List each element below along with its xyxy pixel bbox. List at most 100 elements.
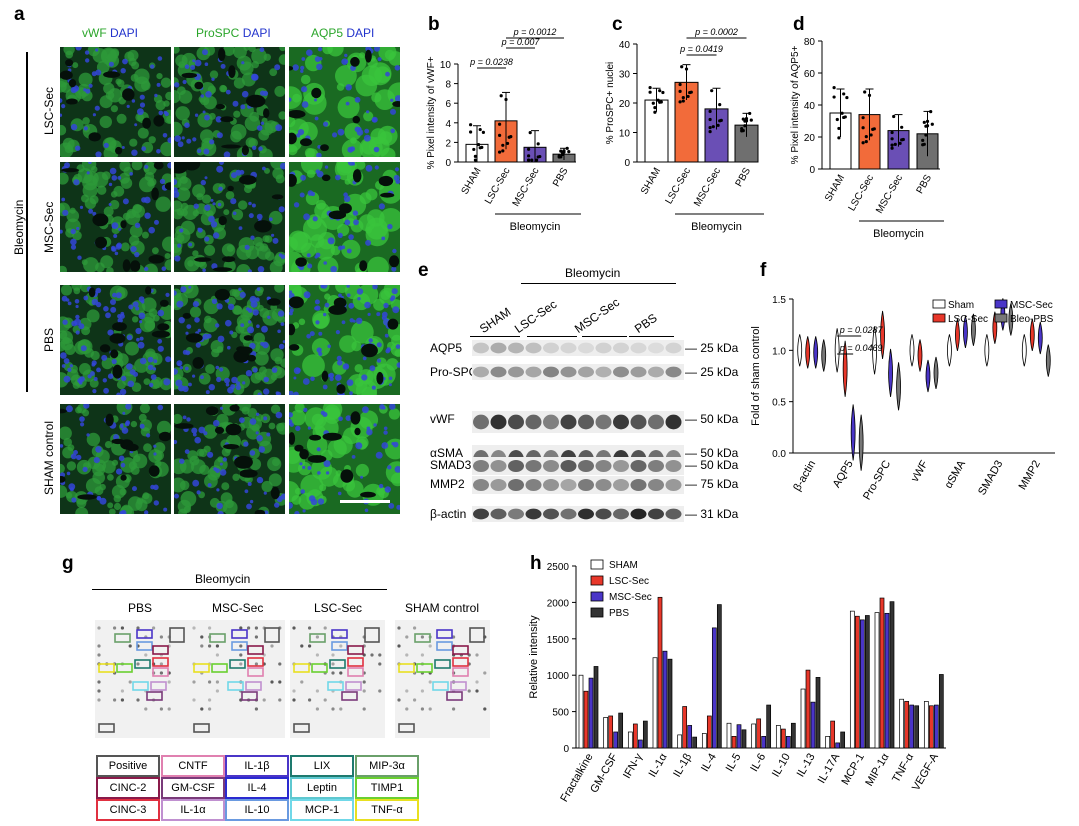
tissue-blob [129, 138, 138, 147]
nucleus [240, 323, 245, 327]
membrane-bg [190, 620, 285, 738]
nucleus [188, 382, 192, 387]
airspace [109, 333, 126, 344]
nucleus [215, 365, 220, 370]
tissue-blob [248, 138, 258, 148]
tissue-blob [60, 485, 68, 498]
nucleus [354, 96, 361, 103]
nucleus [103, 387, 109, 394]
nucleus [363, 134, 371, 142]
nucleus [295, 425, 301, 432]
array-highlight-box [264, 627, 280, 643]
nucleus [216, 502, 223, 510]
nucleus [249, 450, 256, 456]
nucleus [394, 167, 400, 172]
nucleus [182, 79, 187, 85]
dapi-name: DAPI [242, 26, 271, 40]
tissue-blob [131, 162, 143, 171]
array-highlight-box [452, 667, 469, 677]
blot-band [525, 479, 542, 491]
blot-band [630, 366, 647, 378]
bar [800, 688, 806, 749]
nucleus [258, 146, 263, 151]
tissue-blob [278, 111, 285, 120]
legend-item: Leptin [290, 777, 354, 799]
airspace [352, 115, 361, 124]
blot-band [648, 479, 664, 491]
tissue-blob [246, 425, 261, 440]
data-point [507, 135, 511, 139]
array-spot [420, 635, 424, 639]
nucleus [99, 497, 107, 505]
airspace [241, 145, 249, 156]
nucleus [220, 63, 226, 69]
nucleus [110, 306, 117, 313]
array-spot [362, 689, 366, 693]
airspace [148, 465, 160, 477]
array-spot [339, 644, 343, 648]
group-label: Bleomycin [873, 228, 924, 240]
nucleus [126, 363, 133, 370]
legend-swatch [994, 313, 1008, 323]
nucleus [320, 285, 324, 289]
nucleus [390, 295, 396, 301]
lane-label: SHAM [476, 304, 514, 336]
bar [632, 723, 638, 749]
array-spot [331, 671, 335, 675]
nucleus [116, 468, 123, 475]
tissue-blob [104, 441, 113, 449]
tissue-blob [221, 243, 236, 257]
y-tick-label: 2500 [547, 562, 570, 573]
blot-band [508, 479, 524, 491]
nucleus [75, 304, 79, 309]
nucleus [219, 469, 227, 476]
nucleus [95, 301, 102, 308]
violin [917, 339, 923, 372]
array-spot [200, 635, 204, 639]
airspace [359, 260, 368, 272]
nucleus [203, 148, 210, 155]
nucleus [373, 423, 377, 427]
nucleus [241, 61, 245, 65]
tissue-blob [337, 96, 360, 119]
nucleus [256, 125, 263, 131]
airspace [222, 256, 236, 263]
array-spot [278, 680, 282, 684]
data-point [567, 150, 571, 154]
scale-bar [340, 500, 390, 503]
airspace [92, 213, 109, 227]
nucleus [317, 498, 325, 505]
nucleus [279, 162, 285, 170]
nucleus [63, 375, 71, 383]
airspace [185, 333, 203, 343]
nucleus [306, 253, 311, 258]
nucleus [192, 432, 197, 437]
tissue-blob [77, 168, 93, 184]
blot-band [473, 342, 489, 354]
nucleus [167, 137, 171, 144]
tissue-blob [155, 100, 166, 111]
y-tick-label: 1.5 [772, 295, 786, 306]
tissue-blob [226, 296, 236, 306]
airspace [122, 88, 135, 101]
nucleus [211, 298, 218, 304]
array-highlight-box [114, 633, 131, 643]
nucleus [348, 234, 354, 240]
airspace [148, 254, 165, 264]
array-spot [292, 689, 296, 693]
nucleus [181, 136, 185, 140]
tissue-blob [216, 346, 224, 353]
array-highlight-box [398, 663, 415, 673]
nucleus [216, 303, 223, 310]
nucleus [224, 377, 230, 384]
blot-band [473, 508, 489, 520]
legend-label: Bleo-PBS [1010, 314, 1054, 325]
array-spot [159, 635, 163, 639]
bar [642, 720, 648, 749]
nucleus [93, 377, 98, 381]
tissue-blob [119, 162, 131, 172]
nucleus [70, 238, 77, 246]
y-tick-label: 20 [804, 133, 816, 144]
array-spot [113, 626, 117, 630]
tissue-blob [162, 236, 171, 252]
